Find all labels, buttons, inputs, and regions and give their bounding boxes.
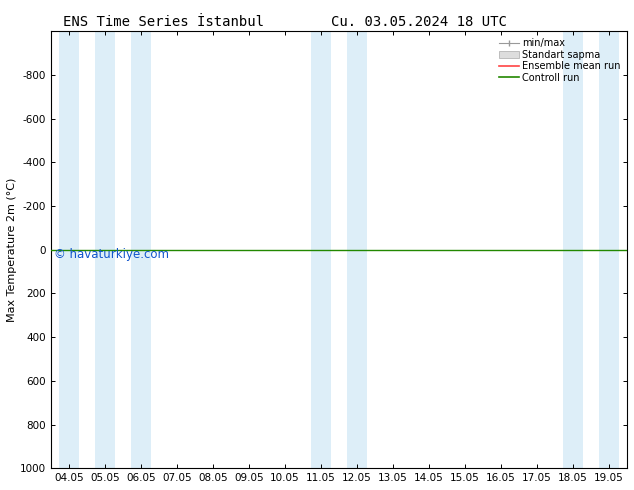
Y-axis label: Max Temperature 2m (°C): Max Temperature 2m (°C) <box>7 178 17 322</box>
Bar <box>59 31 79 468</box>
Bar <box>347 31 367 468</box>
Bar <box>95 31 115 468</box>
Bar <box>131 31 151 468</box>
Bar <box>599 31 619 468</box>
Legend: min/max, Standart sapma, Ensemble mean run, Controll run: min/max, Standart sapma, Ensemble mean r… <box>498 36 622 85</box>
Bar <box>563 31 583 468</box>
Bar <box>311 31 331 468</box>
Text: ENS Time Series İstanbul        Cu. 03.05.2024 18 UTC: ENS Time Series İstanbul Cu. 03.05.2024 … <box>63 15 507 29</box>
Text: © havaturkiye.com: © havaturkiye.com <box>54 247 169 261</box>
